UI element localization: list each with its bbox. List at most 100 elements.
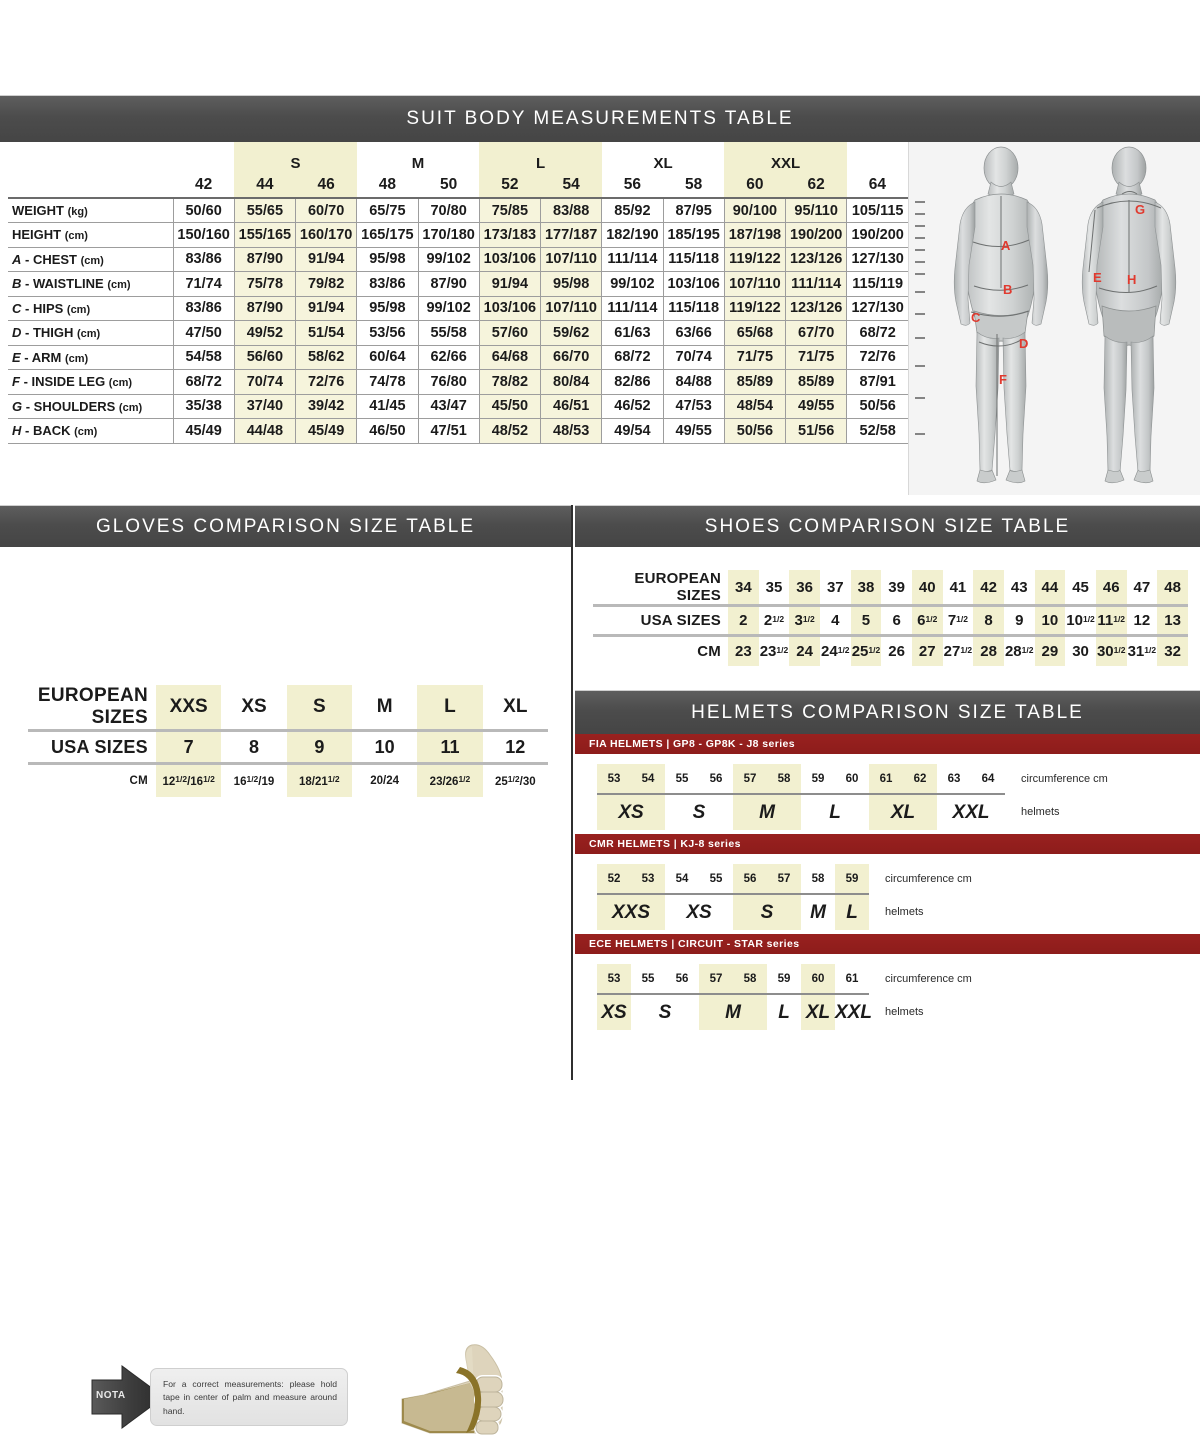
- shoes-value: 24: [789, 635, 820, 666]
- shoes-row: CM 23 231/2 24 241/2 251/2 26 27 271/2 28 281/2 29 3…: [593, 635, 1188, 666]
- suit-measurement-row: WEIGHT (kg) 50/60 55/65 60/70 65/75 70/80 75/8…: [8, 198, 909, 223]
- suit-measurement-value: 55/58: [417, 320, 480, 346]
- gloves-row-label: EUROPEAN SIZES: [28, 685, 156, 732]
- gloves-table-title: GLOVES COMPARISON SIZE TABLE: [0, 505, 571, 547]
- helmet-size-row: XS S M L XL XXL helmets: [597, 994, 1079, 1030]
- suit-size-number: 62: [785, 172, 847, 199]
- suit-measurement-value: 43/47: [417, 394, 480, 419]
- helmet-circumference-value: 56: [665, 964, 699, 995]
- gloves-value: 10: [351, 730, 418, 765]
- suit-measurement-value: 70/80: [417, 198, 480, 223]
- nota-callout: NOTA For a correct measurements: please …: [88, 1362, 348, 1432]
- shoes-value: 12: [1126, 605, 1158, 637]
- suit-measurement-value: 66/70: [540, 345, 602, 370]
- suit-measurement-value: 50/56: [723, 418, 786, 444]
- shoes-value: 35: [758, 570, 790, 607]
- shoes-value: 251/2: [850, 635, 882, 666]
- helmet-section-bar: ECE HELMETS | CIRCUIT - STAR series: [575, 934, 1200, 954]
- suit-measurement-value: 99/102: [417, 247, 480, 272]
- size-chart-page: SUIT BODY MEASUREMENTS TABLE S M L XL XXL 42 4…: [0, 95, 1200, 1436]
- suit-measurement-label: D - THIGH (cm): [8, 320, 173, 346]
- shoes-value: 28: [973, 635, 1004, 666]
- suit-measurement-value: 71/75: [723, 345, 786, 370]
- helmet-circumference-caption: circumference cm: [1021, 773, 1108, 785]
- helmet-size-table: 53 55 56 57 58 59 60 61 circumference cm XS S M L XL X…: [597, 964, 1079, 1030]
- suit-size-group: M: [411, 155, 425, 172]
- gloves-comparison-panel: GLOVES COMPARISON SIZE TABLE EUROPEAN SI…: [0, 505, 573, 1436]
- suit-measurement-value: 99/102: [417, 296, 480, 321]
- human-body-diagram-svg: A B C D F G E H: [909, 142, 1200, 495]
- suit-measurement-label: B - WAISTLINE (cm): [8, 271, 173, 297]
- gloves-row-label: USA SIZES: [28, 730, 156, 765]
- helmet-size-value: L: [778, 1001, 790, 1023]
- helmet-size-value: XL: [869, 794, 937, 830]
- suit-measurement-value: 115/118: [662, 296, 725, 321]
- suit-measurement-value: 46/52: [601, 394, 664, 419]
- suit-measurement-label: G - SHOULDERS (cm): [8, 394, 173, 419]
- shoes-value: 32: [1157, 635, 1188, 666]
- suit-measurement-value: 105/115: [846, 198, 909, 223]
- suit-measurement-value: 68/72: [846, 320, 909, 346]
- suit-measurement-value: 85/89: [785, 369, 847, 395]
- suit-measurement-value: 65/68: [723, 320, 786, 346]
- helmet-section: CMR HELMETS | KJ-8 series 52 53 54 55 56 57 58 5…: [575, 834, 1200, 934]
- suit-measurement-row: E - ARM (cm) 54/58 56/60 58/62 60/64 62/66 64/…: [8, 345, 909, 370]
- shoes-value: 30: [1072, 642, 1089, 660]
- shoes-value: 23: [728, 635, 759, 666]
- gloves-value: 9: [286, 730, 352, 765]
- suit-measurement-value: 56/60: [233, 345, 296, 370]
- helmet-circumference-value: 61: [835, 964, 869, 995]
- suit-size-number: 58: [663, 172, 725, 199]
- suit-measurement-value: 85/92: [601, 198, 664, 223]
- suit-measurement-value: 83/86: [172, 296, 235, 321]
- shoes-value: 42: [973, 570, 1004, 607]
- helmet-circumference-value: 53: [597, 964, 631, 995]
- helmet-size-value: XXL: [835, 1001, 872, 1023]
- suit-measurement-value: 150/160: [172, 222, 235, 248]
- suit-size-group: [173, 142, 234, 172]
- suit-measurement-value: 47/53: [662, 394, 725, 419]
- shoes-value: 9: [1003, 605, 1035, 637]
- suit-measurement-value: 35/38: [172, 394, 235, 419]
- helmet-circumference-value: 58: [801, 864, 835, 895]
- suit-measurement-value: 58/62: [294, 345, 357, 370]
- suit-measurement-label: C - HIPS (cm): [8, 296, 173, 321]
- helmet-size-value: XXL: [952, 801, 990, 823]
- suit-measurement-value: 115/118: [662, 247, 725, 272]
- suit-size-number: 60: [724, 172, 786, 199]
- suit-measurement-value: 63/66: [662, 320, 725, 346]
- suit-measurement-value: 79/82: [294, 271, 357, 297]
- suit-measurement-value: 170/180: [417, 222, 480, 248]
- suit-measurement-row: HEIGHT (cm) 150/160 155/165 160/170 165/175 1…: [8, 222, 909, 248]
- gloves-value: XXS: [156, 685, 222, 732]
- shoes-value: 46: [1095, 570, 1127, 607]
- helmet-size-value: XL: [801, 994, 835, 1030]
- shoes-value: 26: [888, 642, 905, 660]
- helmet-size-value: XS: [597, 994, 631, 1030]
- suit-measurement-value: 103/106: [478, 247, 541, 272]
- gloves-value: XL: [482, 685, 548, 732]
- helmet-size-value: XS: [686, 901, 712, 923]
- shoes-value: 45: [1065, 570, 1096, 607]
- shoes-size-table: EUROPEAN SIZES 34 35 36 37 38 39 40 41 42 43 44 45 46…: [593, 570, 1188, 666]
- suit-measurement-value: 61/63: [601, 320, 664, 346]
- suit-measurement-value: 49/52: [233, 320, 296, 346]
- suit-measurement-value: 185/195: [662, 222, 725, 248]
- empty-corner: [8, 172, 173, 199]
- suit-measurement-value: 127/130: [846, 296, 909, 321]
- suit-size-group: L: [479, 142, 602, 172]
- hand-measure-illustration: [390, 1337, 520, 1447]
- shoes-row: USA SIZES 2 21/2 31/2 4 5 6 61/2 71/2 8 9 10 101/2 11…: [593, 605, 1188, 637]
- suit-measurement-label: WEIGHT (kg): [8, 198, 173, 223]
- shoes-value: 44: [1034, 570, 1066, 607]
- suit-size-group: [847, 142, 908, 172]
- suit-measurement-value: 127/130: [846, 247, 909, 272]
- suit-measurement-value: 55/65: [233, 198, 296, 223]
- helmet-section: FIA HELMETS | GP8 - GP8K - J8 series 53 54…: [575, 734, 1200, 834]
- svg-text:A: A: [1001, 238, 1011, 253]
- helmet-sections: FIA HELMETS | GP8 - GP8K - J8 series 53 54…: [575, 734, 1200, 1034]
- gloves-row: USA SIZES 7 8 9 10 11 12: [28, 730, 548, 765]
- suit-measurement-value: 84/88: [662, 369, 725, 395]
- suit-size-group: XL: [653, 155, 673, 172]
- suit-size-number: 44: [234, 172, 296, 199]
